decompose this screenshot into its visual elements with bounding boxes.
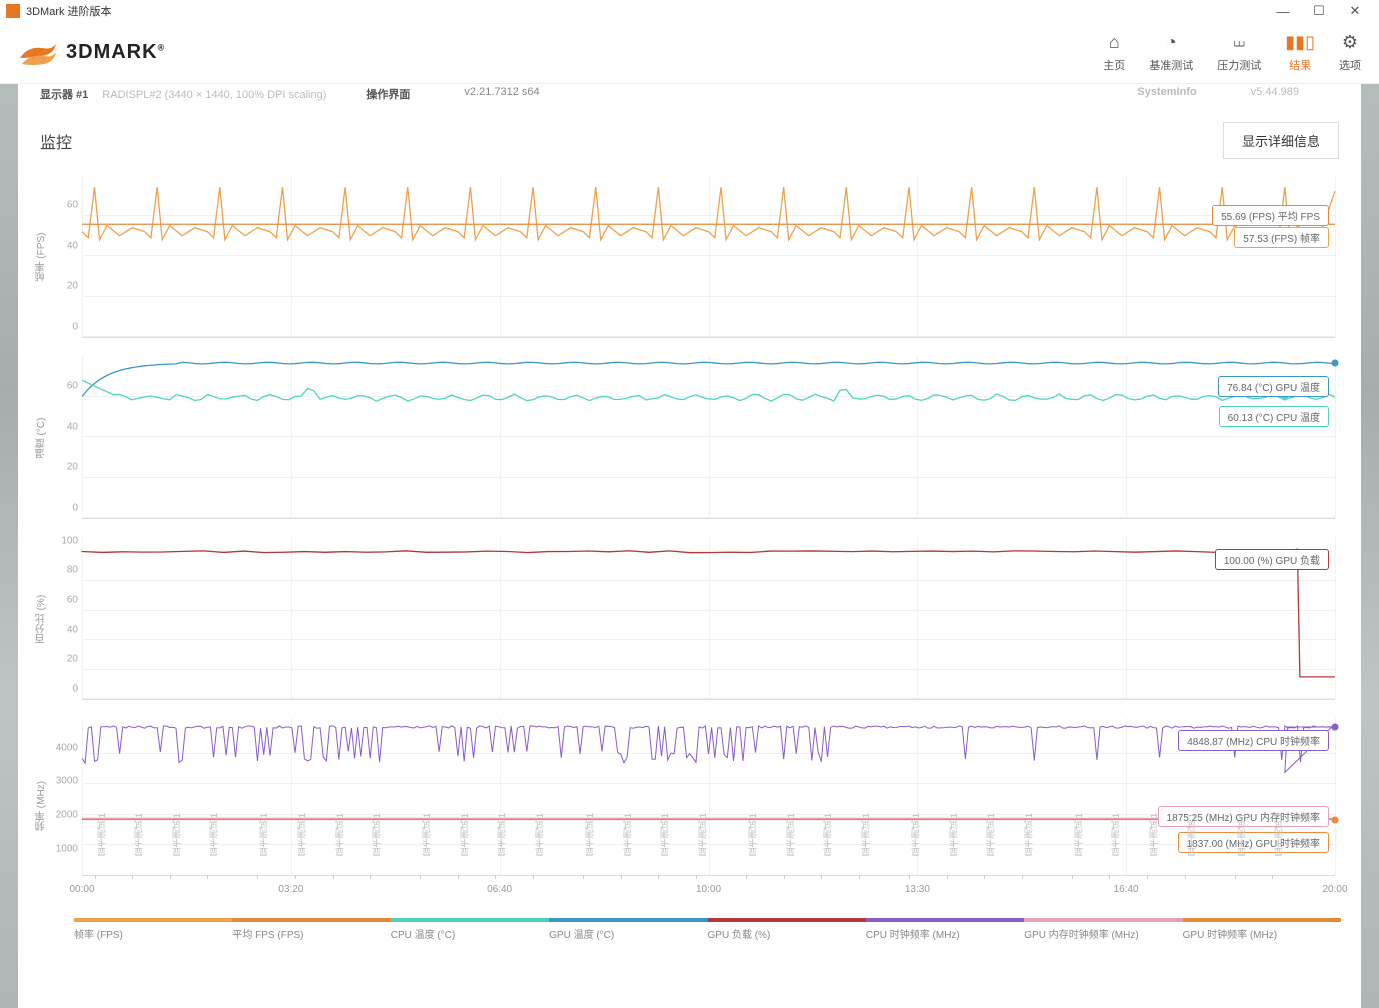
logo: 3DMARK® (18, 38, 165, 68)
bg-decoration-right (1361, 84, 1379, 1008)
app-icon (6, 4, 20, 18)
window-title: 3DMark 进阶版本 (26, 3, 112, 19)
brand-text: 3DMARK® (66, 41, 165, 64)
gear-icon: ⚙ (1342, 33, 1358, 53)
chart-load: 百分比 (%) 020406080100 100.00 (%) GPU 负载 (38, 531, 1341, 706)
titlebar: 3DMark 进阶版本 — ☐ ✕ (0, 0, 1379, 22)
value-badge: 1837.00 (MHz) GPU 时钟频率 (1178, 832, 1329, 853)
legend-item[interactable]: 帧率 (FPS) (74, 912, 232, 941)
content-panel: 显示器 #1RADISPL#2 (3440 × 1440, 100% DPI s… (30, 84, 1349, 1008)
legend-item[interactable]: CPU 时钟频率 (MHz) (866, 912, 1024, 941)
chart-icon: ▮▮▯ (1285, 33, 1315, 53)
chart-fps: 帧率 (FPS) 0204060 55.69 (FPS) 平均 FPS57.53… (38, 169, 1341, 344)
value-badge: 4848.87 (MHz) CPU 时钟频率 (1178, 730, 1329, 751)
gauge-icon: ◔ (1166, 33, 1177, 53)
system-info-bar: 显示器 #1RADISPL#2 (3440 × 1440, 100% DPI s… (30, 84, 1349, 104)
legend-item[interactable]: GPU 时钟频率 (MHz) (1183, 912, 1341, 941)
app-header: 3DMARK® ⌂主页 ◔基准测试 ⏙压力测试 ▮▮▯结果 ⚙选项 (0, 22, 1379, 84)
bars-icon: ⏙ (1233, 33, 1245, 53)
legend-item[interactable]: CPU 温度 (°C) (391, 912, 549, 941)
logo-icon (18, 38, 58, 68)
nav-home[interactable]: ⌂主页 (1103, 33, 1125, 73)
value-badge: 60.13 (°C) CPU 温度 (1219, 406, 1329, 427)
legend-item[interactable]: GPU 内存时钟频率 (MHz) (1024, 912, 1182, 941)
chart-temp: 温度 (°C) 0204060 76.84 (°C) GPU 温度60.13 (… (38, 350, 1341, 525)
show-details-button[interactable]: 显示详细信息 (1223, 122, 1339, 159)
legend: 帧率 (FPS)平均 FPS (FPS)CPU 温度 (°C)GPU 温度 (°… (30, 906, 1349, 941)
legend-item[interactable]: GPU 负载 (%) (708, 912, 866, 941)
section-title: 监控 (40, 129, 72, 153)
maximize-button[interactable]: ☐ (1301, 0, 1337, 22)
chart-clock: 频率 (MHz) 1000200030004000 4848.87 (MHz) … (38, 712, 1341, 900)
minimize-button[interactable]: — (1265, 0, 1301, 22)
main-nav: ⌂主页 ◔基准测试 ⏙压力测试 ▮▮▯结果 ⚙选项 (1103, 33, 1361, 73)
close-button[interactable]: ✕ (1337, 0, 1373, 22)
nav-stress[interactable]: ⏙压力测试 (1217, 33, 1261, 73)
legend-item[interactable]: GPU 温度 (°C) (549, 912, 707, 941)
legend-item[interactable]: 平均 FPS (FPS) (232, 912, 390, 941)
value-badge: 57.53 (FPS) 帧率 (1234, 227, 1329, 248)
home-icon: ⌂ (1109, 33, 1120, 53)
nav-benchmark[interactable]: ◔基准测试 (1149, 33, 1193, 73)
value-badge: 55.69 (FPS) 平均 FPS (1212, 205, 1329, 226)
bg-decoration-left (0, 84, 18, 1008)
nav-options[interactable]: ⚙选项 (1339, 33, 1361, 73)
nav-results[interactable]: ▮▮▯结果 (1285, 33, 1315, 73)
value-badge: 76.84 (°C) GPU 温度 (1218, 376, 1329, 397)
value-badge: 100.00 (%) GPU 负载 (1215, 549, 1329, 570)
